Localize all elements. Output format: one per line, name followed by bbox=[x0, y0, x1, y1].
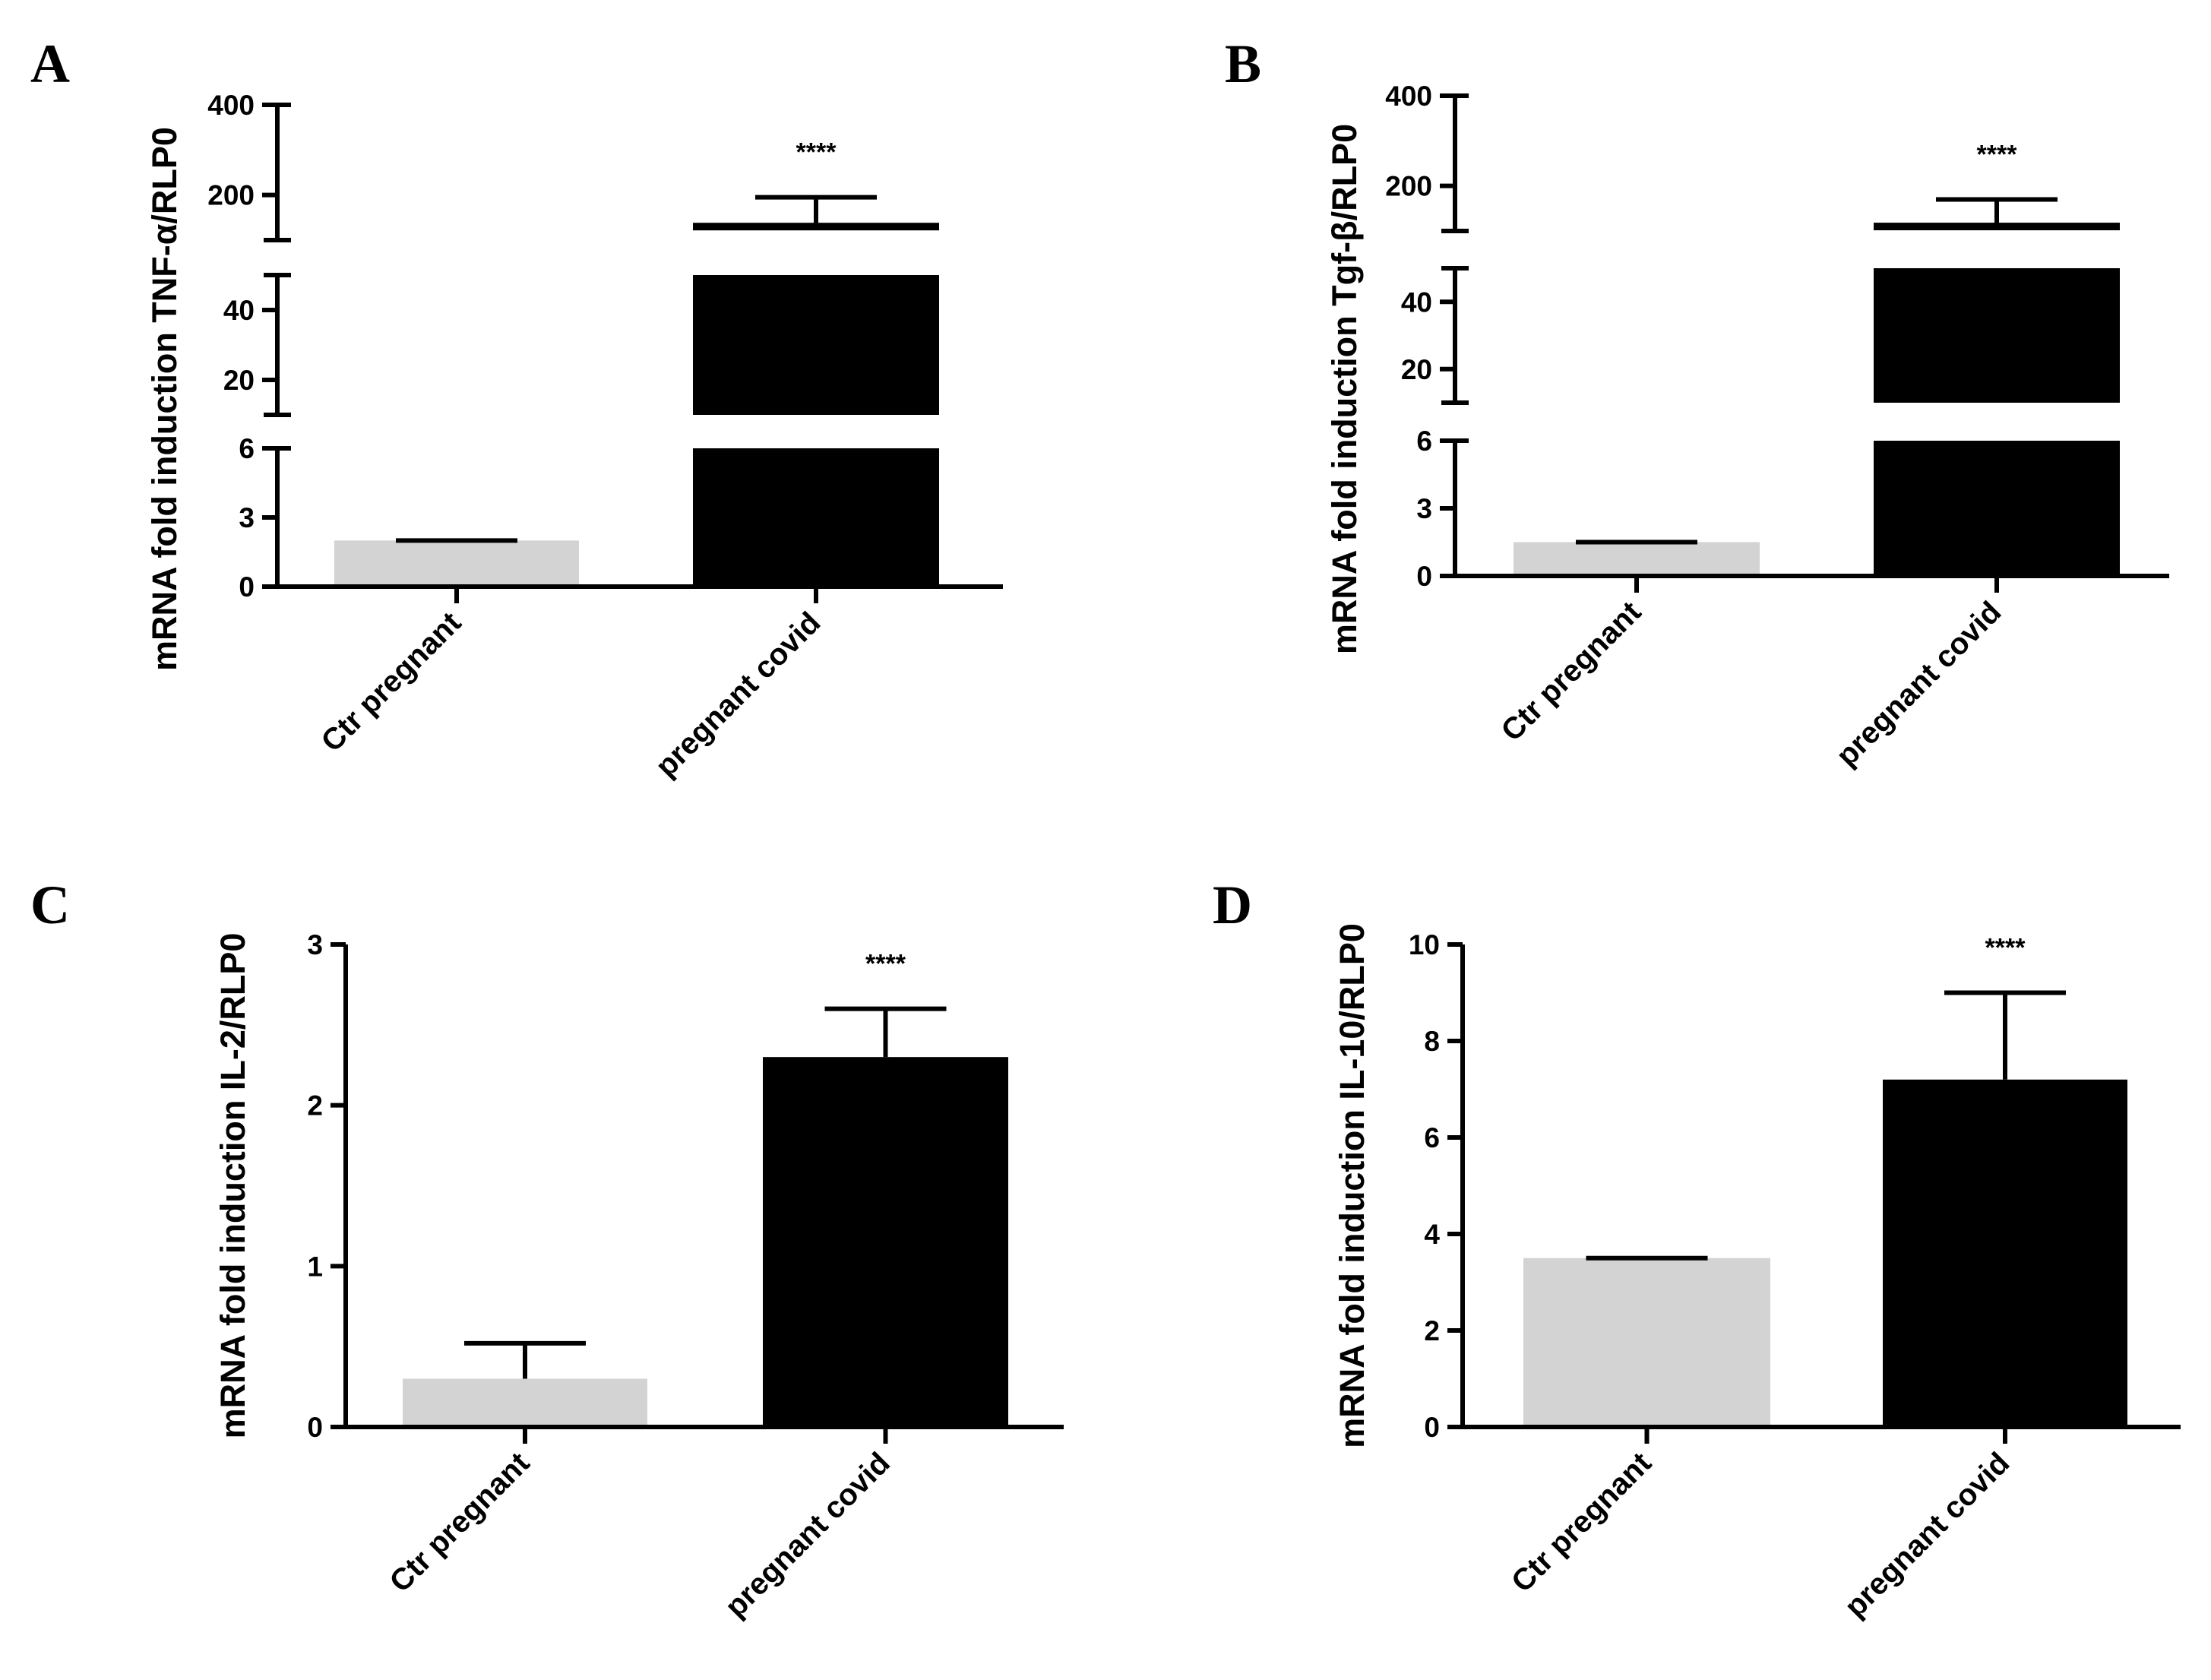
y-tick-label: 3 bbox=[1416, 493, 1432, 524]
panel-letter: D bbox=[1213, 875, 1252, 935]
y-tick-label: 200 bbox=[1385, 171, 1432, 202]
y-tick-label: 200 bbox=[207, 180, 255, 211]
y-axis-label: mRNA fold induction TNF-α/RLP0 bbox=[145, 127, 184, 671]
x-category-label: Ctr pregnant bbox=[1495, 595, 1648, 748]
bar-rect bbox=[403, 1378, 647, 1427]
y-tick-label: 40 bbox=[1401, 286, 1432, 318]
bar-ctr-pregnant bbox=[334, 538, 579, 587]
panel-b: B **** 0 3 6 20 40 200 400 Ctr pregnant pregnant c… bbox=[1225, 33, 2169, 773]
y-tick-label: 6 bbox=[239, 433, 255, 464]
x-category-label: pregnant covid bbox=[650, 606, 827, 783]
bar-ctr-pregnant bbox=[403, 1340, 647, 1427]
y-axis: 0 2 4 6 8 10 bbox=[1409, 929, 1465, 1443]
bar-rect bbox=[1523, 1258, 1770, 1427]
y-tick-label: 3 bbox=[239, 502, 255, 533]
x-axis: Ctr pregnant pregnant covid bbox=[1453, 574, 2169, 773]
y-axis-label: mRNA fold induction Tgf-β/RLP0 bbox=[1325, 124, 1364, 654]
x-category-label: pregnant covid bbox=[1839, 1446, 2016, 1624]
y-tick-label: 2 bbox=[1424, 1315, 1440, 1346]
y-tick-label: 0 bbox=[1416, 561, 1432, 592]
bar-ctr-pregnant bbox=[1523, 1255, 1770, 1427]
bar-ctr-pregnant bbox=[1514, 539, 1760, 576]
bar-segment bbox=[1514, 542, 1760, 576]
significance-label: **** bbox=[1985, 934, 2026, 963]
bar-pregnant-covid bbox=[1874, 197, 2120, 576]
x-axis: Ctr pregnant pregnant covid bbox=[275, 584, 1003, 783]
bar-segment bbox=[1874, 268, 2120, 403]
y-axis: 0 1 2 3 bbox=[307, 929, 348, 1443]
panel-letter: C bbox=[30, 875, 70, 935]
panel-a: A **** 0 3 6 20 40 200 400 Ctr pregnant pregnant c… bbox=[30, 33, 1003, 783]
x-category-label: Ctr pregnant bbox=[315, 606, 468, 758]
y-tick-label: 4 bbox=[1424, 1219, 1440, 1250]
y-tick-label: 10 bbox=[1409, 929, 1440, 960]
x-axis: Ctr pregnant pregnant covid bbox=[343, 1425, 1064, 1624]
y-tick-label: 0 bbox=[239, 571, 255, 603]
y-tick-label: 0 bbox=[1424, 1412, 1440, 1443]
y-axis-label: mRNA fold induction IL-2/RLP0 bbox=[214, 933, 252, 1439]
y-tick-label: 20 bbox=[223, 365, 255, 396]
panel-d: D **** 0 2 4 6 8 10 Ctr pregnant pregnant covid mR… bbox=[1213, 875, 2181, 1624]
bar-pregnant-covid bbox=[693, 195, 939, 587]
y-tick-label: 0 bbox=[307, 1412, 323, 1443]
y-tick-label: 6 bbox=[1424, 1122, 1440, 1153]
y-tick-label: 1 bbox=[307, 1251, 323, 1282]
significance-label: **** bbox=[796, 138, 837, 167]
bar-segment bbox=[693, 275, 939, 415]
y-tick-label: 2 bbox=[307, 1090, 323, 1122]
x-category-label: Ctr pregnant bbox=[1505, 1446, 1658, 1599]
bar-rect bbox=[1883, 1079, 2127, 1427]
bar-rect bbox=[763, 1057, 1008, 1427]
x-category-label: pregnant covid bbox=[1830, 595, 2008, 773]
y-tick-label: 400 bbox=[207, 90, 255, 121]
bar-segment bbox=[334, 540, 579, 587]
x-category-label: Ctr pregnant bbox=[384, 1446, 536, 1599]
y-axis: 0 3 6 20 40 200 400 bbox=[1385, 81, 1469, 592]
bar-segment bbox=[693, 448, 939, 587]
y-axis: 0 3 6 20 40 200 400 bbox=[207, 90, 291, 603]
y-axis-label: mRNA fold induction IL-10/RLP0 bbox=[1333, 923, 1371, 1448]
panel-letter: A bbox=[30, 33, 70, 94]
significance-label: **** bbox=[1977, 140, 2018, 169]
bar-pregnant-covid bbox=[763, 1006, 1008, 1427]
significance-label: **** bbox=[865, 950, 906, 979]
x-axis: Ctr pregnant pregnant covid bbox=[1460, 1425, 2181, 1624]
bar-segment bbox=[1874, 441, 2120, 576]
y-tick-label: 8 bbox=[1424, 1026, 1440, 1057]
panel-c: C **** 0 1 2 3 Ctr pregnant pregnant covid mRNA … bbox=[30, 875, 1064, 1624]
x-category-label: pregnant covid bbox=[719, 1446, 897, 1624]
bar-pregnant-covid bbox=[1883, 990, 2127, 1427]
y-tick-label: 20 bbox=[1401, 354, 1432, 385]
y-tick-label: 6 bbox=[1416, 426, 1432, 457]
y-tick-label: 3 bbox=[307, 929, 323, 960]
y-tick-label: 400 bbox=[1385, 81, 1432, 112]
panel-letter: B bbox=[1225, 33, 1261, 94]
y-tick-label: 40 bbox=[223, 295, 255, 326]
